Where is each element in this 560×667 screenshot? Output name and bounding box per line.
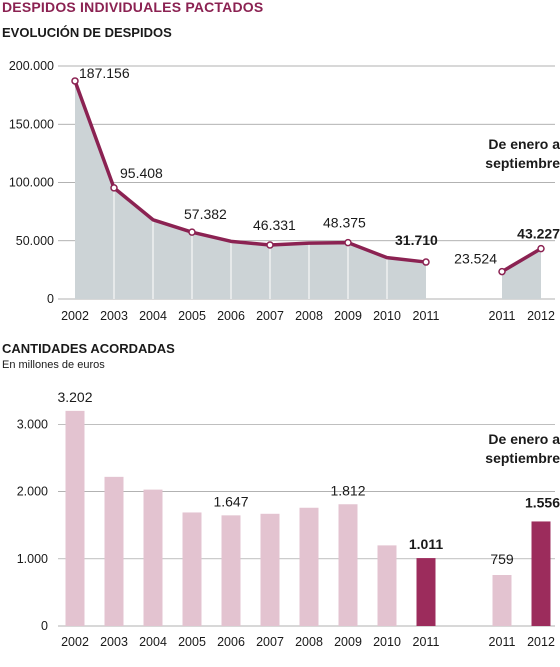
data-point bbox=[110, 184, 118, 192]
data-label: 48.375 bbox=[323, 215, 366, 231]
x-tick-label: 2006 bbox=[217, 635, 245, 649]
inset-caption-line2: septiembre bbox=[485, 450, 560, 466]
x-tick-label: 2006 bbox=[217, 309, 245, 323]
inset-caption-line1: De enero a bbox=[488, 136, 560, 152]
data-label: 1.647 bbox=[213, 493, 248, 509]
inset-data-label: 43.227 bbox=[517, 226, 560, 242]
inset-data-label: 1.556 bbox=[525, 494, 560, 510]
inset-series-line bbox=[501, 247, 542, 274]
data-label: 1.812 bbox=[330, 482, 365, 498]
bar-chart-subtitle: En millones de euros bbox=[2, 359, 105, 371]
y-tick-label: 3.000 bbox=[17, 417, 48, 431]
data-label: 95.408 bbox=[120, 165, 163, 181]
y-tick-label: 0 bbox=[47, 292, 54, 306]
x-tick-label: 2008 bbox=[295, 309, 323, 323]
inset-data-point bbox=[498, 267, 506, 276]
y-tick-label: 0 bbox=[41, 619, 48, 633]
data-label: 46.331 bbox=[253, 217, 296, 233]
bar bbox=[104, 476, 124, 626]
data-label: 3.202 bbox=[57, 389, 92, 405]
inset-area-fill bbox=[502, 248, 541, 299]
bar bbox=[182, 512, 202, 626]
y-tick-label: 1.000 bbox=[17, 552, 48, 566]
x-tick-label: 2010 bbox=[373, 309, 401, 323]
bar bbox=[299, 507, 319, 626]
x-tick-label: 2009 bbox=[334, 635, 362, 649]
bar bbox=[416, 558, 436, 626]
x-tick-label: 2004 bbox=[139, 309, 167, 323]
inset-x-tick-label: 2011 bbox=[489, 309, 516, 323]
inset-caption-line2: septiembre bbox=[485, 155, 560, 171]
y-tick-label: 100.000 bbox=[9, 176, 54, 190]
inset-bar bbox=[531, 521, 551, 626]
bar-chart-title: CANTIDADES ACORDADAS bbox=[2, 341, 175, 356]
data-label: 57.382 bbox=[184, 206, 227, 222]
x-tick-label: 2002 bbox=[61, 635, 89, 649]
bar bbox=[221, 515, 241, 626]
data-point bbox=[422, 258, 430, 266]
x-tick-label: 2011 bbox=[413, 309, 440, 323]
x-tick-label: 2010 bbox=[373, 635, 401, 649]
data-label: 1.011 bbox=[409, 536, 443, 552]
x-tick-label: 2007 bbox=[256, 635, 284, 649]
data-label: 187.156 bbox=[79, 65, 130, 81]
inset-caption-line1: De enero a bbox=[488, 431, 560, 447]
x-tick-label: 2005 bbox=[178, 635, 206, 649]
y-tick-label: 2.000 bbox=[17, 485, 48, 499]
chart-main-title: DESPIDOS INDIVIDUALES PACTADOS bbox=[2, 0, 264, 15]
bar bbox=[143, 489, 163, 626]
x-tick-label: 2011 bbox=[413, 635, 440, 649]
x-tick-label: 2003 bbox=[100, 635, 128, 649]
x-tick-label: 2003 bbox=[100, 309, 128, 323]
data-label: 31.710 bbox=[395, 232, 438, 248]
x-tick-label: 2008 bbox=[295, 635, 323, 649]
x-tick-label: 2005 bbox=[178, 309, 206, 323]
bar bbox=[338, 504, 358, 626]
despidos-line-chart: 0 50.000 100.000 150.000 200.000 187.156 95.40… bbox=[9, 59, 560, 323]
inset-x-tick-label: 2012 bbox=[527, 309, 555, 323]
x-tick-label: 2007 bbox=[256, 309, 284, 323]
y-tick-label: 150.000 bbox=[9, 117, 54, 131]
inset-x-tick-label: 2012 bbox=[527, 635, 555, 649]
inset-bar bbox=[492, 575, 512, 626]
bar bbox=[377, 545, 397, 626]
inset-data-point bbox=[537, 244, 545, 253]
x-tick-label: 2002 bbox=[61, 309, 89, 323]
data-point bbox=[188, 228, 196, 236]
inset-data-label: 23.524 bbox=[454, 251, 497, 267]
data-point bbox=[266, 241, 274, 249]
bar bbox=[260, 513, 280, 626]
x-tick-label: 2009 bbox=[334, 309, 362, 323]
inset-data-label: 759 bbox=[490, 551, 514, 567]
y-tick-label: 50.000 bbox=[16, 234, 54, 248]
data-point bbox=[344, 238, 352, 247]
line-chart-title: EVOLUCIÓN DE DESPIDOS bbox=[2, 25, 172, 40]
x-tick-label: 2004 bbox=[139, 635, 167, 649]
data-point bbox=[71, 77, 79, 85]
y-tick-label: 200.000 bbox=[9, 59, 54, 73]
series-line bbox=[73, 80, 427, 264]
inset-x-tick-label: 2011 bbox=[489, 635, 516, 649]
bar bbox=[65, 410, 85, 626]
